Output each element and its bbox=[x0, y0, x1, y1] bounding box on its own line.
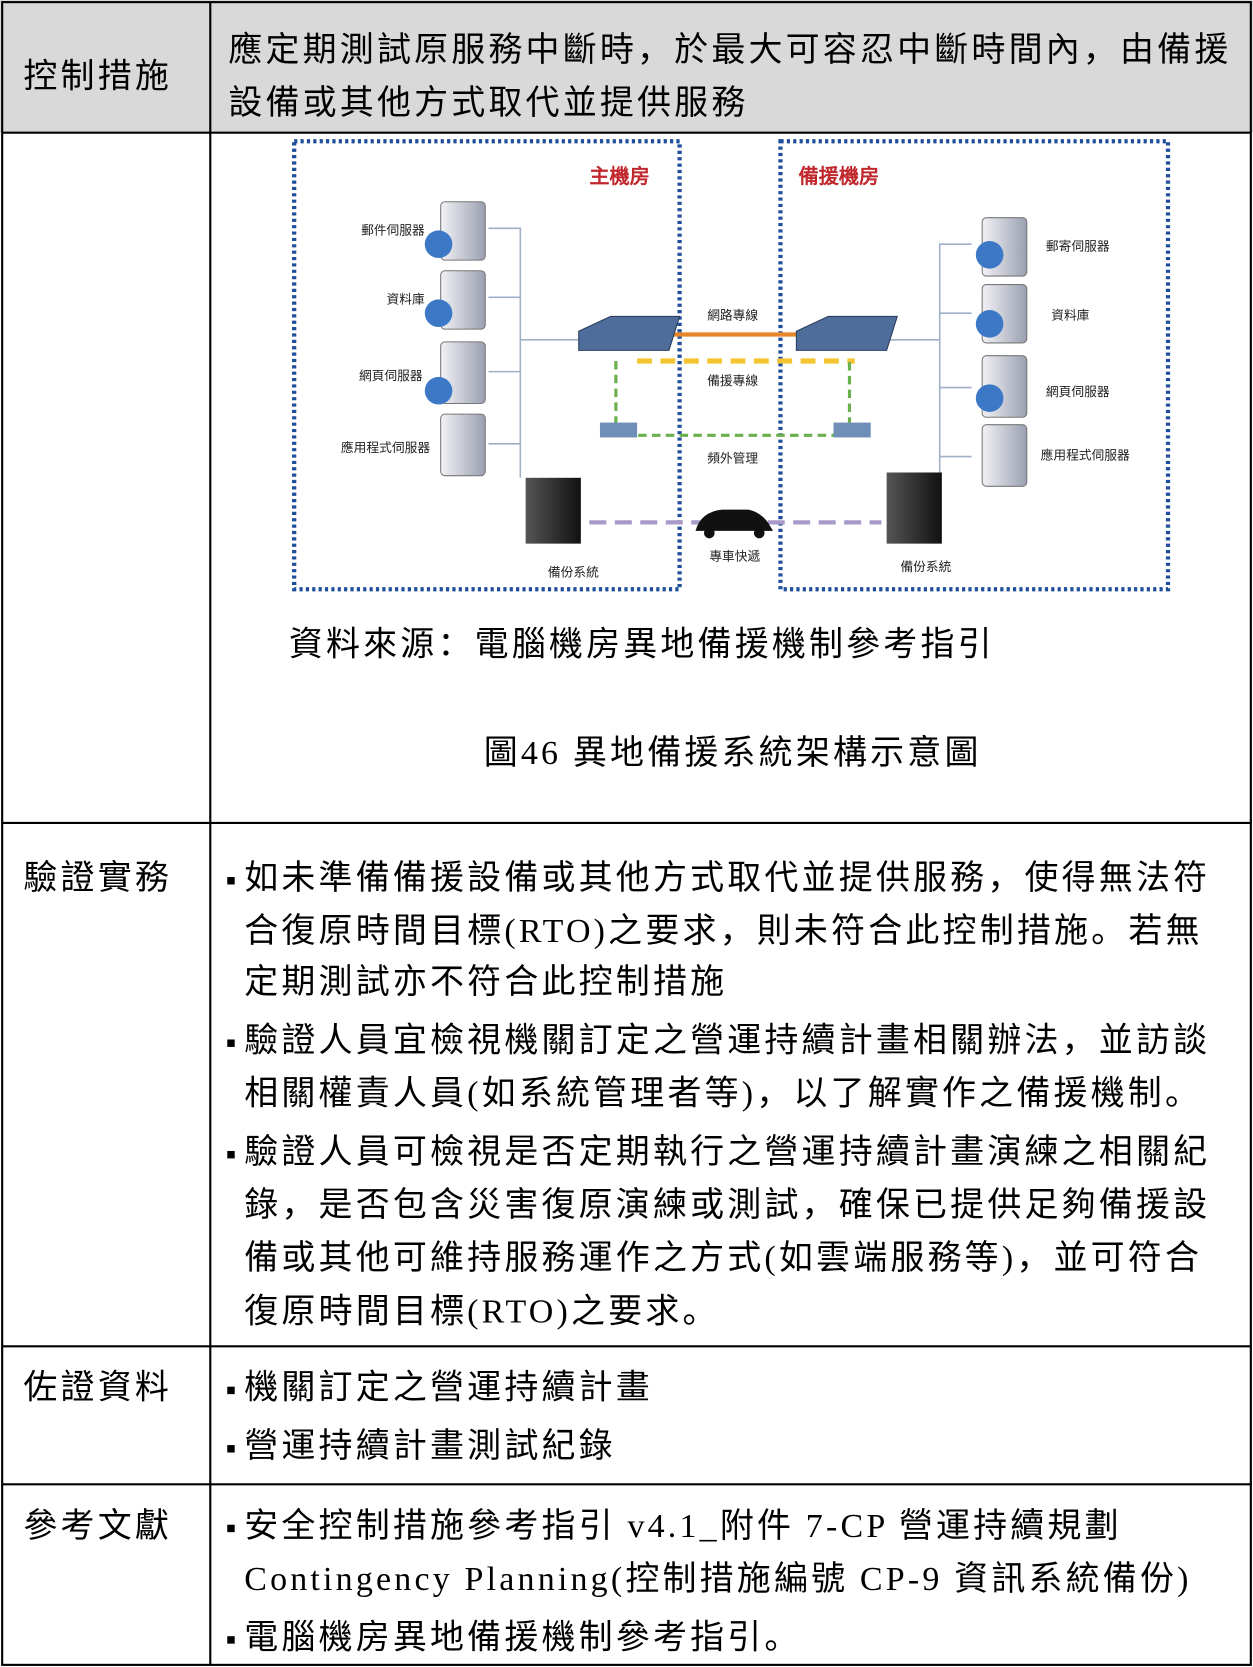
server-label: 應用程式伺服器 bbox=[341, 440, 430, 455]
server-label: 應用程式伺服器 bbox=[1041, 447, 1130, 462]
backup-label: 備份系統 bbox=[548, 564, 599, 579]
item-line: 營運持續計畫測試紀錄 bbox=[244, 1427, 616, 1465]
bullet bbox=[227, 1039, 235, 1047]
backup-label: 備份系統 bbox=[900, 559, 951, 574]
item-line: 驗證人員可檢視是否定期執行之營運持續計畫演練之相關紀 bbox=[244, 1133, 1210, 1171]
item-line: 如未準備備援設備或其他方式取代並提供服務，使得無法符 bbox=[244, 859, 1210, 897]
item-line: 錄，是否包含災害復原演練或測試，確保已提供足夠備援設 bbox=[244, 1186, 1210, 1224]
item-line: 復原時間目標(RTO)之要求。 bbox=[244, 1292, 719, 1330]
backup-site-label: 備援機房 bbox=[799, 164, 880, 188]
header-label: 控制措施 bbox=[23, 57, 172, 95]
main-site-label: 主機房 bbox=[589, 164, 649, 188]
item-line: 備或其他可維持服務運作之方式(如雲端服務等)，並可符合 bbox=[244, 1239, 1202, 1277]
server-label: 資料庫 bbox=[387, 292, 425, 306]
bullet bbox=[227, 1386, 235, 1395]
server-label: 郵件伺服器 bbox=[361, 223, 425, 237]
figure-caption: 圖46 異地備援系統架構示意圖 bbox=[484, 734, 982, 772]
server-label: 資料庫 bbox=[1051, 308, 1089, 322]
bullet bbox=[227, 1636, 235, 1644]
header-text: 應定期測試原服務中斷時，於最大可容忍中斷時間內，由備援 bbox=[228, 31, 1231, 69]
row-label: 參考文獻 bbox=[23, 1507, 172, 1545]
bullet bbox=[227, 1445, 235, 1453]
figure-source: 資料來源：電腦機房異地備援機制參考指引 bbox=[289, 625, 995, 663]
item-line: Contingency Planning(控制措施編號 CP-9 資訊系統備份) bbox=[244, 1560, 1191, 1598]
row-label: 佐證資料 bbox=[23, 1369, 172, 1407]
row-label: 驗證實務 bbox=[23, 859, 172, 897]
item-line: 電腦機房異地備援機制參考指引。 bbox=[244, 1618, 801, 1656]
item-line: 相關權責人員(如系統管理者等)，以了解實作之備援機制。 bbox=[244, 1075, 1202, 1113]
item-line: 機關訂定之營運持續計畫 bbox=[244, 1369, 653, 1407]
server-label: 網頁伺服器 bbox=[1046, 385, 1110, 399]
item-line: 安全控制措施參考指引 v4.1_附件 7-CP 營運持續規劃 bbox=[244, 1507, 1122, 1545]
bullet bbox=[227, 1524, 235, 1533]
header-text: 設備或其他方式取代並提供服務 bbox=[228, 84, 748, 122]
link-label: 頻外管理 bbox=[707, 452, 758, 466]
item-line: 驗證人員宜檢視機關訂定之營運持續計畫相關辦法，並訪談 bbox=[244, 1022, 1210, 1060]
item-line: 合復原時間目標(RTO)之要求，則未符合此控制措施。若無 bbox=[244, 912, 1202, 950]
item-line: 定期測試亦不符合此控制措施 bbox=[244, 963, 727, 1001]
link-label: 專車快遞 bbox=[709, 549, 760, 563]
bullet bbox=[227, 877, 235, 885]
link-label: 備援專線 bbox=[707, 373, 758, 388]
bullet bbox=[227, 1150, 235, 1159]
link-label: 網路專線 bbox=[707, 307, 758, 322]
server-label: 網頁伺服器 bbox=[359, 369, 423, 383]
header-bg bbox=[0, 0, 1253, 133]
server-label: 郵寄伺服器 bbox=[1046, 238, 1110, 253]
diagram bbox=[292, 139, 1171, 592]
